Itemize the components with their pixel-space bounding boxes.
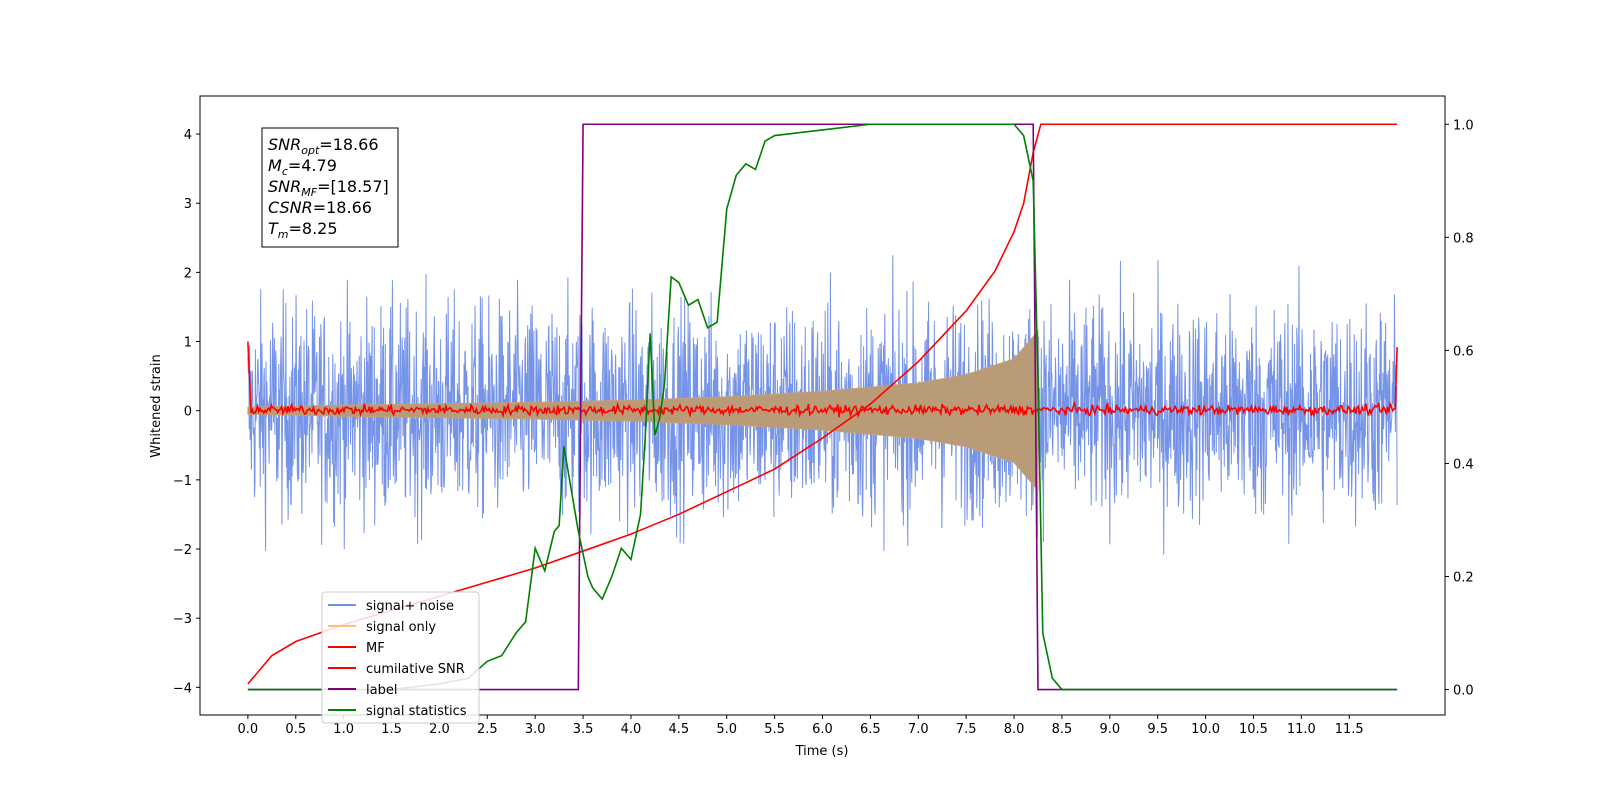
y-right-tick-label: 0.2 bbox=[1453, 571, 1474, 586]
y-left-tick-label: −4 bbox=[173, 681, 192, 696]
y-left-tick-label: 0 bbox=[184, 405, 192, 420]
stat-line: SNRMF=[18.57] bbox=[268, 177, 389, 199]
x-axis-label: Time (s) bbox=[795, 744, 849, 759]
x-tick-label: 1.5 bbox=[381, 722, 402, 737]
y-left-tick-label: −3 bbox=[173, 612, 192, 627]
legend-entry: MF bbox=[366, 641, 385, 656]
legend: signal+ noise signal only MF cumilative SNR… bbox=[321, 591, 480, 724]
x-tick-label: 5.5 bbox=[764, 722, 785, 737]
y-right-tick-label: 0.4 bbox=[1453, 457, 1474, 472]
x-tick-label: 1.0 bbox=[333, 722, 354, 737]
y-left-tick-label: 3 bbox=[184, 197, 192, 212]
x-tick-label: 3.0 bbox=[525, 722, 546, 737]
signal-statistics-line bbox=[247, 123, 1398, 691]
stats-annotation-box: SNRopt=18.66Mc=4.79SNRMF=[18.57]CSNR=18.… bbox=[261, 127, 399, 248]
x-tick-label: 2.0 bbox=[429, 722, 450, 737]
x-tick-label: 4.0 bbox=[621, 722, 642, 737]
stat-line: Tm=8.25 bbox=[268, 219, 338, 241]
mf-line bbox=[247, 341, 1398, 419]
x-tick-label: 11.0 bbox=[1287, 722, 1316, 737]
y-right-tick-label: 0.6 bbox=[1453, 344, 1474, 359]
legend-entry: cumilative SNR bbox=[366, 662, 465, 677]
x-tick-label: 10.0 bbox=[1191, 722, 1220, 737]
x-tick-label: 11.5 bbox=[1335, 722, 1364, 737]
y-left-tick-label: 2 bbox=[184, 266, 192, 281]
x-axis: 0.0 0.5 1.0 1.5 2.0 2.5 3.0 3.5 4.0 4.5 5.0 5.5 6.0 6… bbox=[238, 715, 1364, 737]
y-left-tick-label: 1 bbox=[184, 336, 192, 351]
legend-entry: signal statistics bbox=[366, 704, 467, 719]
x-tick-label: 8.5 bbox=[1052, 722, 1073, 737]
x-tick-label: 9.0 bbox=[1099, 722, 1120, 737]
y-left-tick-label: 4 bbox=[184, 128, 192, 143]
legend-entry: label bbox=[366, 683, 397, 698]
legend-entry: signal only bbox=[366, 620, 436, 635]
mf-layer bbox=[247, 341, 1398, 419]
x-tick-label: 4.5 bbox=[669, 722, 690, 737]
y-left-tick-label: −1 bbox=[173, 474, 192, 489]
x-tick-label: 6.0 bbox=[812, 722, 833, 737]
stat-line: Mc=4.79 bbox=[268, 156, 337, 178]
right-y-axis: 0.0 0.2 0.4 0.6 0.8 1.0 bbox=[1445, 118, 1474, 699]
x-tick-label: 10.5 bbox=[1239, 722, 1268, 737]
stat-line: CSNR=18.66 bbox=[268, 198, 372, 217]
y-right-tick-label: 1.0 bbox=[1453, 118, 1474, 133]
x-tick-label: 0.0 bbox=[238, 722, 259, 737]
x-tick-label: 8.0 bbox=[1004, 722, 1025, 737]
x-tick-label: 2.5 bbox=[477, 722, 498, 737]
y-left-tick-label: −2 bbox=[173, 543, 192, 558]
legend-entry: signal+ noise bbox=[366, 599, 454, 614]
y-right-tick-label: 0.8 bbox=[1453, 231, 1474, 246]
left-y-axis: −4 −3 −2 −1 0 1 2 3 4 bbox=[173, 128, 200, 696]
x-tick-label: 6.5 bbox=[860, 722, 881, 737]
x-tick-label: 7.0 bbox=[908, 722, 929, 737]
stat-line: SNRopt=18.66 bbox=[268, 135, 379, 157]
y-right-tick-label: 0.0 bbox=[1453, 684, 1474, 699]
left-y-axis-label: Whitened strain bbox=[149, 354, 164, 457]
x-tick-label: 9.5 bbox=[1147, 722, 1168, 737]
x-tick-label: 5.0 bbox=[716, 722, 737, 737]
x-tick-label: 0.5 bbox=[285, 722, 306, 737]
x-tick-label: 3.5 bbox=[573, 722, 594, 737]
x-tick-label: 7.5 bbox=[956, 722, 977, 737]
